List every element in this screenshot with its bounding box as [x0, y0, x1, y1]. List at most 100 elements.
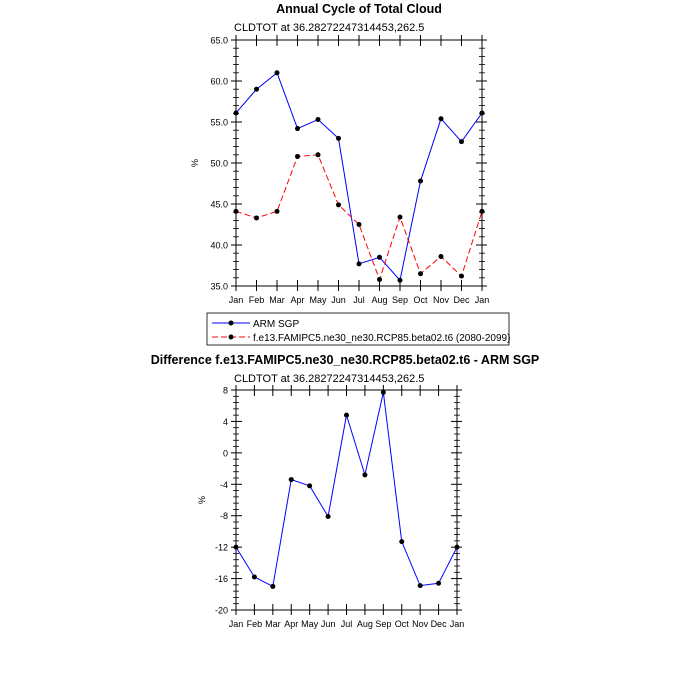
chart-1-series-0-point	[418, 178, 423, 184]
chart-1-series-1-point	[397, 214, 403, 220]
chart-2-y-axis-label: %	[197, 496, 207, 504]
chart-1-series-1-point	[233, 208, 239, 214]
chart-1-series-1-point	[295, 153, 300, 159]
chart-2-ytick-label: 0	[223, 448, 228, 458]
chart-2-ytick-label: -4	[220, 480, 228, 490]
chart-2-series-0-point	[417, 583, 423, 589]
chart-1-xtick-label: Dec	[453, 295, 470, 305]
chart-2-ytick-label: -8	[220, 511, 228, 521]
chart-2-xtick-label: Jan	[229, 619, 244, 629]
chart-2-xtick-label: Nov	[412, 619, 429, 629]
legend-marker-arm-sgp	[228, 320, 234, 326]
difference-chart: Difference f.e13.FAMIPC5.ne30_ne30.RCP85…	[151, 353, 540, 629]
chart-1-ytick-label: 60.0	[210, 77, 228, 87]
chart-1-series-1-point	[479, 208, 485, 214]
chart-1-xtick-label: Feb	[249, 295, 265, 305]
legend-label-model: f.e13.FAMIPC5.ne30_ne30.RCP85.beta02.t6 …	[253, 333, 510, 344]
chart-1-series-0-point	[336, 135, 341, 141]
chart-2-series-0-point	[399, 539, 405, 545]
chart-2-series-0-point	[454, 544, 460, 550]
chart-2-xtick-label: Jul	[341, 619, 353, 629]
chart-1-ytick-label: 45.0	[210, 200, 228, 210]
chart-1-xtick-label: Jul	[353, 295, 365, 305]
chart-1-series-1-point	[356, 222, 362, 227]
chart-1-series-0-point	[459, 139, 464, 145]
chart-1-series-1-point	[418, 271, 423, 277]
chart-1-xtick-label: Mar	[269, 295, 285, 305]
chart-1-xtick-label: Jan	[229, 295, 244, 305]
chart-1-xtick-label: Jun	[331, 295, 346, 305]
chart-1-series-1-point	[377, 276, 382, 282]
chart-2-title: Difference f.e13.FAMIPC5.ne30_ne30.RCP85…	[151, 353, 540, 367]
chart-1-legend: ARM SGP f.e13.FAMIPC5.ne30_ne30.RCP85.be…	[206, 312, 510, 346]
chart-1-series-0-point	[274, 70, 280, 76]
chart-1-series-1-point	[336, 202, 341, 208]
chart-2-ytick-label: 8	[223, 386, 228, 396]
chart-1-ytick-label: 65.0	[210, 36, 228, 46]
chart-1-series-0-point	[254, 86, 259, 92]
chart-2-series-0-point	[307, 483, 313, 489]
chart-2-series-0-point	[344, 412, 349, 418]
chart-1-series-0-point	[315, 117, 321, 123]
chart-1-xtick-label: Aug	[371, 295, 387, 305]
chart-2-xtick-label: May	[301, 619, 319, 629]
chart-2-xtick-label: Mar	[265, 619, 281, 629]
chart-1-xtick-label: Sep	[392, 295, 408, 305]
legend-label-arm-sgp: ARM SGP	[253, 319, 299, 330]
chart-2-ytick-label: -20	[215, 606, 228, 616]
chart-1-series-1-point	[438, 253, 444, 259]
chart-1-series-1-point	[315, 152, 321, 158]
chart-1-series-0-point	[295, 126, 300, 132]
chart-1-xtick-label: Nov	[433, 295, 450, 305]
chart-1-series-1-point	[274, 208, 280, 214]
legend-box	[206, 312, 510, 346]
chart-2-xtick-label: Apr	[284, 619, 298, 629]
chart-1-y-axis-label: %	[190, 159, 200, 167]
chart-1-series-1-point	[254, 215, 259, 221]
chart-1-ytick-label: 40.0	[210, 241, 228, 251]
chart-2-series-0-point	[233, 544, 239, 550]
chart-2-series-0-point	[436, 580, 442, 586]
chart-2-xtick-label: Dec	[431, 619, 448, 629]
chart-2-series-line-0	[235, 392, 458, 588]
chart-1-plot-frame	[235, 39, 483, 287]
chart-1-series-1-point	[459, 273, 464, 279]
chart-2-series-0-point	[251, 574, 257, 580]
chart-2-xtick-label: Jun	[321, 619, 336, 629]
chart-2-xtick-label: Oct	[395, 619, 410, 629]
chart-1-series-line-1	[235, 154, 483, 281]
chart-2-ytick-label: -16	[215, 574, 228, 584]
chart-1-series-0-point	[356, 261, 362, 267]
chart-2-series-0-point	[325, 514, 331, 519]
chart-2-xtick-label: Feb	[247, 619, 263, 629]
chart-1-series-0-point	[438, 116, 444, 122]
chart-1-xtick-label: Oct	[413, 295, 428, 305]
annual-cycle-chart: Annual Cycle of Total Cloud CLDTOT at 36…	[190, 2, 489, 305]
chart-1-series-line-0	[235, 71, 483, 282]
chart-2-subtitle: CLDTOT at 36.28272247314453,262.5	[234, 373, 424, 385]
chart-1-title: Annual Cycle of Total Cloud	[276, 2, 442, 16]
chart-2-ytick-label: 4	[223, 417, 228, 427]
legend-marker-model	[228, 334, 234, 340]
chart-1-ytick-label: 55.0	[210, 118, 228, 128]
chart-1-series-0-point	[377, 254, 382, 260]
chart-2-ytick-label: -12	[215, 543, 228, 553]
chart-2-series-0-point	[288, 477, 294, 483]
chart-2-xtick-label: Sep	[375, 619, 391, 629]
chart-1-series-0-point	[479, 110, 485, 116]
chart-1-xtick-label: Jan	[475, 295, 490, 305]
chart-2-xtick-label: Jan	[450, 619, 465, 629]
chart-2-series-0-point	[362, 472, 368, 478]
chart-2-series-0-point	[270, 583, 276, 589]
chart-1-xtick-label: Apr	[290, 295, 304, 305]
chart-2-xtick-label: Aug	[357, 619, 373, 629]
chart-1-subtitle: CLDTOT at 36.28272247314453,262.5	[234, 22, 424, 34]
chart-1-series-0-point	[233, 110, 239, 116]
chart-1-xtick-label: May	[309, 295, 327, 305]
chart-2-series-0-point	[380, 389, 386, 395]
chart-1-series-0-point	[397, 277, 403, 283]
chart-1-ytick-label: 50.0	[210, 159, 228, 169]
chart-1-ytick-label: 35.0	[210, 282, 228, 292]
chart-2-plot-frame	[235, 389, 458, 611]
